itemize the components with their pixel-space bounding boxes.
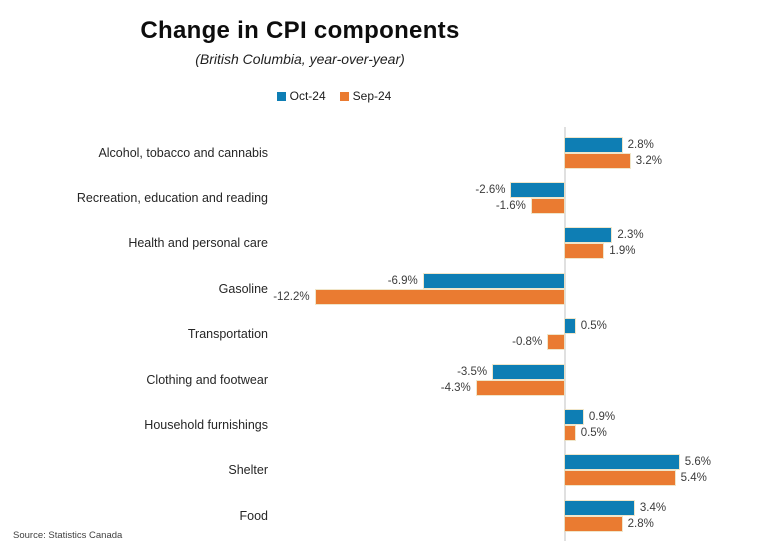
chart-row: Health and personal care 2.3% 1.9% — [0, 221, 768, 266]
chart-row: Clothing and footwear -3.5% -4.3% — [0, 357, 768, 402]
zero-axis-line — [564, 127, 566, 541]
bar-oct-24 — [564, 228, 612, 243]
bar-sep-24 — [476, 380, 565, 395]
source-note: Source: Statistics Canada — [13, 530, 123, 541]
value-label: 2.8% — [627, 517, 654, 530]
legend: Oct-24 Sep-24 — [0, 89, 668, 103]
chart-row: Recreation, education and reading -2.6% -1… — [0, 175, 768, 220]
value-label: -4.3% — [440, 381, 471, 394]
value-label: -2.6% — [475, 184, 506, 197]
category-label: Food — [239, 508, 269, 523]
chart-subtitle: (British Columbia, year-over-year) — [195, 51, 405, 67]
category-label: Shelter — [228, 463, 268, 478]
value-label: 3.2% — [635, 154, 662, 167]
legend-swatch-sep-icon — [339, 91, 349, 101]
value-label: -0.8% — [512, 336, 543, 349]
bar-oct-24 — [564, 500, 634, 515]
legend-item-sep: Sep-24 — [339, 89, 392, 103]
bar-oct-24 — [564, 455, 679, 470]
category-label: Health and personal care — [128, 236, 268, 251]
category-label: Gasoline — [218, 281, 268, 296]
legend-swatch-oct-icon — [276, 91, 286, 101]
value-label: 0.5% — [580, 427, 607, 440]
bar-sep-24 — [531, 199, 565, 214]
legend-label-oct: Oct-24 — [289, 89, 326, 103]
bar-oct-24 — [423, 273, 565, 288]
value-label: 2.3% — [617, 229, 644, 242]
bar-sep-24 — [564, 471, 675, 486]
bar-sep-24 — [564, 516, 622, 531]
value-label: 5.6% — [684, 456, 711, 469]
value-label: 0.5% — [580, 320, 607, 333]
bar-oct-24 — [511, 183, 565, 198]
chart-row: Alcohol, tobacco and cannabis 2.8% 3.2% — [0, 130, 768, 175]
bar-sep-24 — [315, 289, 565, 304]
chart-row: Food 3.4% 2.8% — [0, 493, 768, 538]
value-label: -12.2% — [273, 290, 310, 303]
chart-row: Transportation 0.5% -0.8% — [0, 312, 768, 357]
bar-sep-24 — [564, 244, 604, 259]
category-label: Alcohol, tobacco and cannabis — [98, 145, 268, 160]
bar-oct-24 — [564, 410, 583, 425]
bar-sep-24 — [564, 153, 630, 168]
title-block: Change in CPI components (British Columb… — [16, 17, 584, 67]
value-label: -6.9% — [387, 274, 418, 287]
value-label: -1.6% — [495, 200, 526, 213]
chart-title: Change in CPI components — [140, 17, 460, 44]
legend-label-sep: Sep-24 — [352, 89, 392, 103]
value-label: 3.4% — [639, 501, 667, 514]
bar-sep-24 — [548, 335, 565, 350]
bar-oct-24 — [493, 364, 565, 379]
bar-oct-24 — [564, 137, 622, 152]
value-label: -3.5% — [457, 365, 488, 378]
bar-chart: Alcohol, tobacco and cannabis 2.8% 3.2% Rec… — [0, 130, 768, 539]
chart-row: Gasoline -6.9% -12.2% — [0, 266, 768, 311]
value-label: 5.4% — [680, 472, 707, 485]
legend-item-oct: Oct-24 — [276, 89, 326, 103]
category-label: Clothing and footwear — [146, 372, 268, 387]
chart-row: Household furnishings 0.9% 0.5% — [0, 402, 768, 447]
category-label: Recreation, education and reading — [76, 191, 268, 206]
value-label: 0.9% — [588, 411, 616, 424]
chart-row: Shelter 5.6% 5.4% — [0, 448, 768, 493]
bar-sep-24 — [564, 426, 575, 441]
category-label: Transportation — [187, 327, 268, 342]
value-label: 1.9% — [609, 245, 636, 258]
value-label: 2.8% — [627, 138, 654, 151]
category-label: Household furnishings — [144, 418, 268, 433]
bar-oct-24 — [564, 319, 575, 334]
